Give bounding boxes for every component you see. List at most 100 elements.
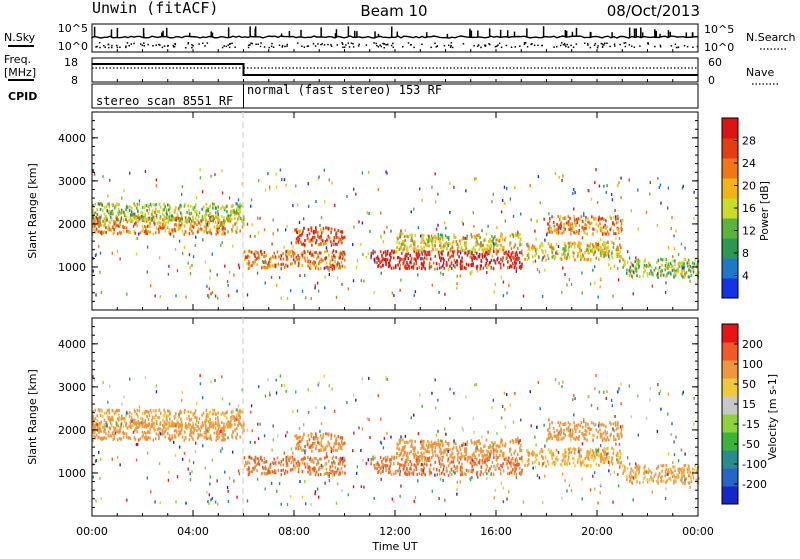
- velocity-cell: [298, 468, 300, 471]
- velocity-cell: [312, 442, 314, 445]
- power-cell: [430, 238, 432, 241]
- n-search-dot: [450, 45, 452, 47]
- n-search-dot: [257, 43, 259, 45]
- velocity-cell: [534, 452, 536, 455]
- power-cell: [119, 223, 121, 226]
- velocity-cell: [199, 434, 201, 437]
- velocity-cell: [150, 409, 152, 412]
- velocity-cell: [580, 448, 582, 451]
- power-cell: [439, 266, 441, 269]
- power-cell: [615, 215, 616, 218]
- power-cell: [453, 240, 455, 243]
- velocity-cell: [542, 456, 544, 459]
- power-cell: [299, 221, 300, 224]
- power-cell: [234, 222, 236, 225]
- power-cell: [105, 231, 107, 234]
- power-cell: [117, 250, 118, 253]
- power-cell: [572, 222, 574, 225]
- velocity-cell: [318, 473, 320, 476]
- velocity-cell: [424, 473, 426, 476]
- colorbar-tick-label: 12: [742, 225, 756, 238]
- n-search-dot: [268, 47, 270, 49]
- velocity-cell: [236, 413, 238, 416]
- power-cell: [185, 231, 187, 234]
- velocity-cell: [234, 423, 236, 426]
- velocity-cell: [404, 464, 406, 467]
- n-search-dot: [623, 42, 625, 44]
- velocity-cell: [406, 459, 408, 462]
- power-cell: [155, 203, 157, 206]
- n-search-dot: [570, 45, 572, 47]
- power-cell: [591, 222, 593, 225]
- power-cell: [461, 246, 463, 249]
- power-cell: [227, 214, 229, 217]
- power-cell: [97, 213, 99, 216]
- velocity-cell: [307, 470, 309, 473]
- velocity-cell: [164, 430, 166, 433]
- velocity-cell: [561, 464, 563, 467]
- velocity-cell: [449, 471, 451, 474]
- power-cell: [217, 231, 219, 234]
- velocity-cell: [194, 412, 196, 415]
- power-cell: [381, 272, 382, 275]
- n-search-dot: [317, 43, 319, 45]
- velocity-cell: [493, 473, 495, 476]
- power-cell: [317, 231, 319, 234]
- power-cell: [387, 250, 389, 253]
- velocity-cell: [573, 458, 575, 461]
- power-cell: [440, 259, 442, 262]
- power-cell: [429, 244, 431, 247]
- velocity-cell: [481, 466, 483, 469]
- y-tick-label: 3000: [58, 175, 86, 188]
- power-cell: [433, 261, 435, 264]
- power-cell: [661, 258, 663, 261]
- power-cell: [512, 251, 514, 254]
- power-cell: [414, 234, 416, 237]
- power-cell: [617, 228, 619, 231]
- power-cell: [622, 258, 624, 261]
- n-search-dot: [273, 46, 275, 48]
- n-search-dot: [373, 42, 375, 44]
- velocity-cell: [401, 464, 403, 467]
- velocity-cell: [160, 428, 162, 431]
- velocity-cell: [476, 440, 478, 443]
- n-search-dot: [353, 46, 355, 48]
- velocity-cell: [256, 469, 258, 472]
- power-cell: [490, 267, 491, 270]
- velocity-cell: [599, 428, 601, 431]
- velocity-cell: [442, 456, 444, 459]
- velocity-cell: [142, 418, 144, 421]
- power-cell: [618, 278, 619, 281]
- n-search-dot: [174, 46, 176, 48]
- velocity-cell: [396, 452, 398, 455]
- power-cell: [201, 208, 203, 211]
- power-cell: [432, 284, 433, 287]
- power-cell: [169, 228, 171, 231]
- velocity-cell: [216, 422, 218, 425]
- power-cell: [165, 230, 167, 233]
- velocity-cell: [607, 447, 609, 450]
- velocity-cell: [393, 456, 395, 459]
- velocity-cell: [573, 461, 575, 464]
- power-cell: [192, 206, 194, 209]
- power-cell: [322, 239, 324, 242]
- power-cell: [484, 247, 486, 250]
- power-cell: [286, 250, 287, 253]
- velocity-cell: [333, 473, 335, 476]
- velocity-cell: [330, 437, 332, 440]
- velocity-data: [92, 374, 699, 506]
- power-cell: [396, 250, 398, 253]
- velocity-cell: [314, 457, 316, 460]
- velocity-cell: [402, 438, 404, 441]
- velocity-cell: [252, 467, 254, 470]
- velocity-cell: [574, 464, 576, 467]
- power-cell: [280, 169, 281, 172]
- power-cell: [209, 219, 211, 222]
- colorbar-tick-label: 8: [742, 247, 749, 260]
- velocity-cell: [324, 448, 326, 451]
- velocity-cell: [455, 446, 457, 449]
- velocity-cell: [208, 428, 210, 431]
- velocity-cell: [470, 469, 472, 472]
- velocity-cell: [476, 458, 478, 461]
- power-cell: [137, 210, 139, 213]
